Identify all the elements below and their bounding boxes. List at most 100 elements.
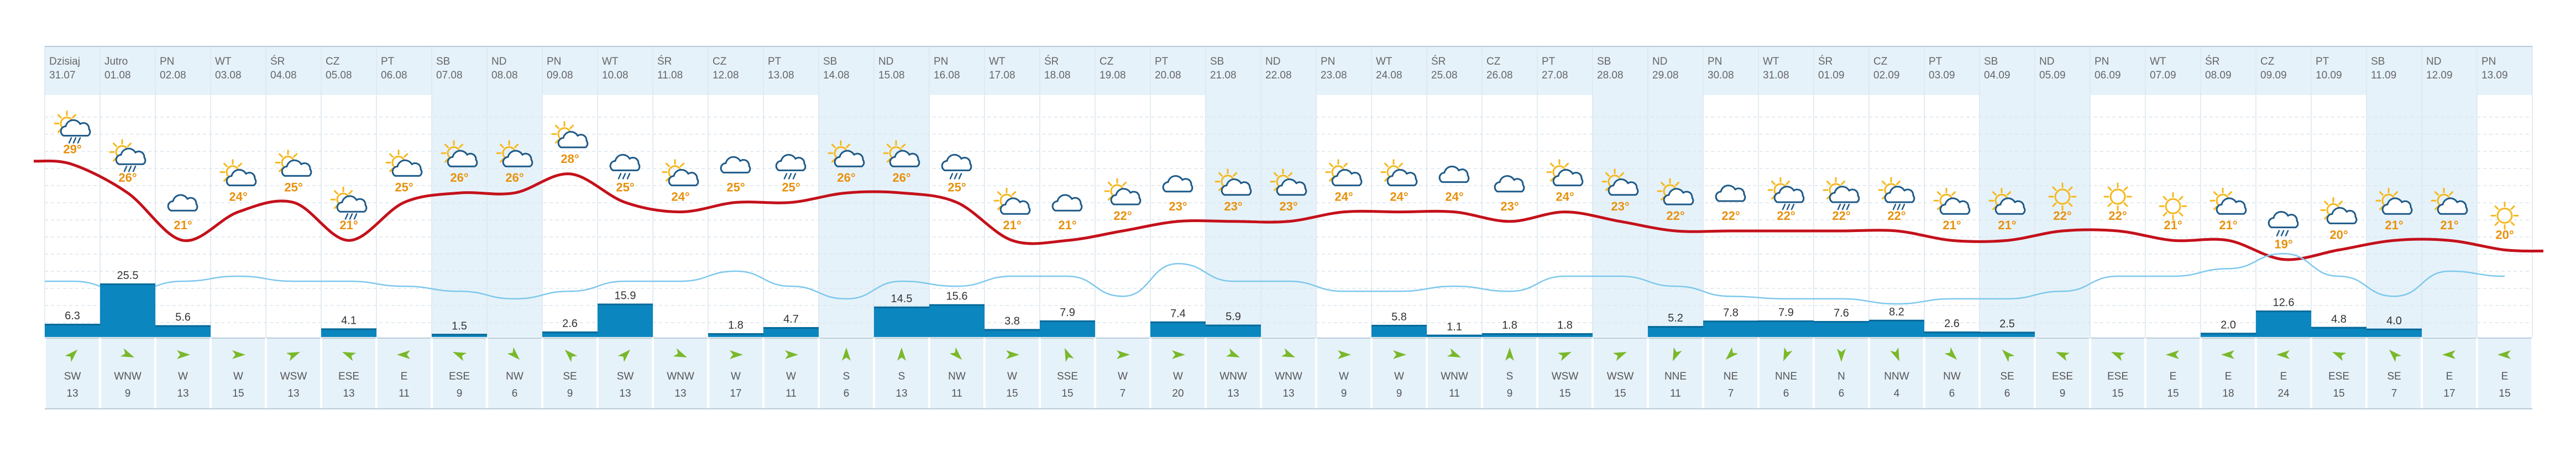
sun-ray [569, 124, 574, 129]
sun-ray [2379, 191, 2384, 196]
wind-direction-label: E [2446, 371, 2453, 382]
sun-cloud-icon [551, 121, 589, 149]
weekend-column [2422, 95, 2477, 337]
wind-arrow-shape [842, 347, 851, 361]
rain-drop [949, 173, 954, 180]
rain-drop [1841, 203, 1846, 210]
cloud-shape [1715, 185, 1746, 202]
sun-disc [2109, 188, 2126, 205]
day-label: PT [1155, 56, 1169, 67]
wind-arrow-icon [232, 350, 245, 359]
wind-direction-label: E [2501, 371, 2509, 382]
precipitation-label: 14.5 [891, 293, 913, 305]
day-label: WT [215, 56, 232, 67]
sun-ray [57, 114, 62, 119]
wind-arrow-shape [1447, 348, 1462, 357]
wind-speed-label: 13 [674, 388, 686, 399]
wind-speed-label: 13 [1227, 388, 1239, 399]
wind-arrow-icon [2498, 350, 2511, 359]
wind-arrow-icon [1612, 352, 1627, 361]
wind-arrow-shape [452, 352, 467, 361]
sun-ray [1992, 206, 1997, 210]
day-label: PT [1542, 56, 1556, 67]
rain-drop [2285, 230, 2289, 236]
sun-ray [886, 144, 891, 149]
wind-direction-label: SE [563, 371, 577, 382]
wind-arrow-icon [65, 349, 78, 362]
cloud-shape [2381, 197, 2413, 215]
wind-speed-label: 7 [2391, 388, 2397, 399]
wind-direction-label: S [898, 371, 905, 382]
day-label: CZ [1099, 56, 1114, 67]
date-label: 29.08 [1652, 70, 1679, 81]
sun-ray [444, 158, 449, 163]
day-label: PN [934, 56, 948, 67]
day-label: WT [989, 56, 1006, 67]
temperature-label: 26° [450, 171, 468, 185]
wind-arrow-icon [507, 347, 520, 360]
date-label: 09.08 [547, 70, 573, 81]
sun-ray [2338, 201, 2343, 206]
rain-drop [68, 137, 72, 144]
sun-ray [223, 162, 228, 167]
temperature-label: 20° [2495, 228, 2514, 241]
wind-speed-label: 11 [399, 388, 410, 399]
date-label: 22.08 [1265, 70, 1292, 81]
rain-drop [626, 173, 631, 180]
wind-arrow-shape [1557, 352, 1572, 361]
cloud-icon [1494, 175, 1525, 193]
precipitation-bar-top [100, 283, 155, 286]
sun-cloud-icon [2210, 187, 2247, 215]
temperature-label: 23° [1611, 199, 1629, 213]
sun-ray [831, 158, 836, 163]
precipitation-bar-top [2366, 328, 2422, 330]
sun-ray [2228, 191, 2233, 196]
sun-ray [554, 139, 559, 144]
temperature-label: 23° [1279, 199, 1297, 213]
wind-speed-label: 9 [125, 388, 131, 399]
sun-cloud-icon [1104, 178, 1142, 206]
wind-direction-label: E [2225, 371, 2232, 382]
wind-arrow-icon [1065, 347, 1074, 362]
cloud-shape [447, 150, 478, 167]
day-label: PT [1929, 56, 1943, 67]
precipitation-bar [1648, 326, 1703, 337]
sun-ray [1549, 162, 1554, 167]
sun-ray [1273, 186, 1278, 191]
day-label: CZ [1873, 56, 1888, 67]
date-label: 14.08 [823, 70, 850, 81]
day-label: WT [602, 56, 619, 67]
temperature-label: 23° [1500, 199, 1519, 213]
date-label: 31.07 [49, 70, 76, 81]
date-label: 06.08 [381, 70, 407, 81]
rain-drop [77, 137, 81, 144]
wind-direction-label: W [178, 371, 188, 382]
temperature-label: 21° [2385, 218, 2403, 232]
temperature-label: 24° [1556, 190, 1574, 204]
sun-ray [997, 206, 1002, 210]
sun-ray [444, 144, 449, 149]
day-label: ND [2039, 56, 2054, 67]
date-label: 16.08 [934, 70, 960, 81]
precipitation-bar-top [1648, 326, 1703, 328]
cloud-icon [1715, 185, 1746, 202]
precipitation-label: 4.8 [2331, 313, 2347, 325]
sun-ray [348, 190, 353, 195]
day-label: ND [1265, 56, 1280, 67]
precipitation-label: 1.5 [452, 320, 467, 332]
wind-speed-label: 9 [457, 388, 463, 399]
date-label: 12.08 [713, 70, 739, 81]
wind-speed-label: 9 [1341, 388, 1347, 399]
sun-ray [389, 167, 394, 172]
sun-ray [2323, 201, 2328, 206]
precipitation-bar [1482, 333, 1537, 337]
sun-ray [886, 158, 891, 163]
temperature-labels: 29° 26° 21° 24° 25° 21° 25° 26° 26° 28° 25° 24° 25° 2… [63, 143, 2514, 251]
wind-arrow-shape [2221, 350, 2234, 359]
precipitation-bar [100, 283, 155, 337]
day-label: PN [547, 56, 561, 67]
wind-speed-label: 9 [1396, 388, 1402, 399]
precipitation-bar-top [1482, 333, 1537, 335]
sun-cloud-icon [662, 159, 699, 187]
wind-arrow-shape [1673, 347, 1682, 362]
